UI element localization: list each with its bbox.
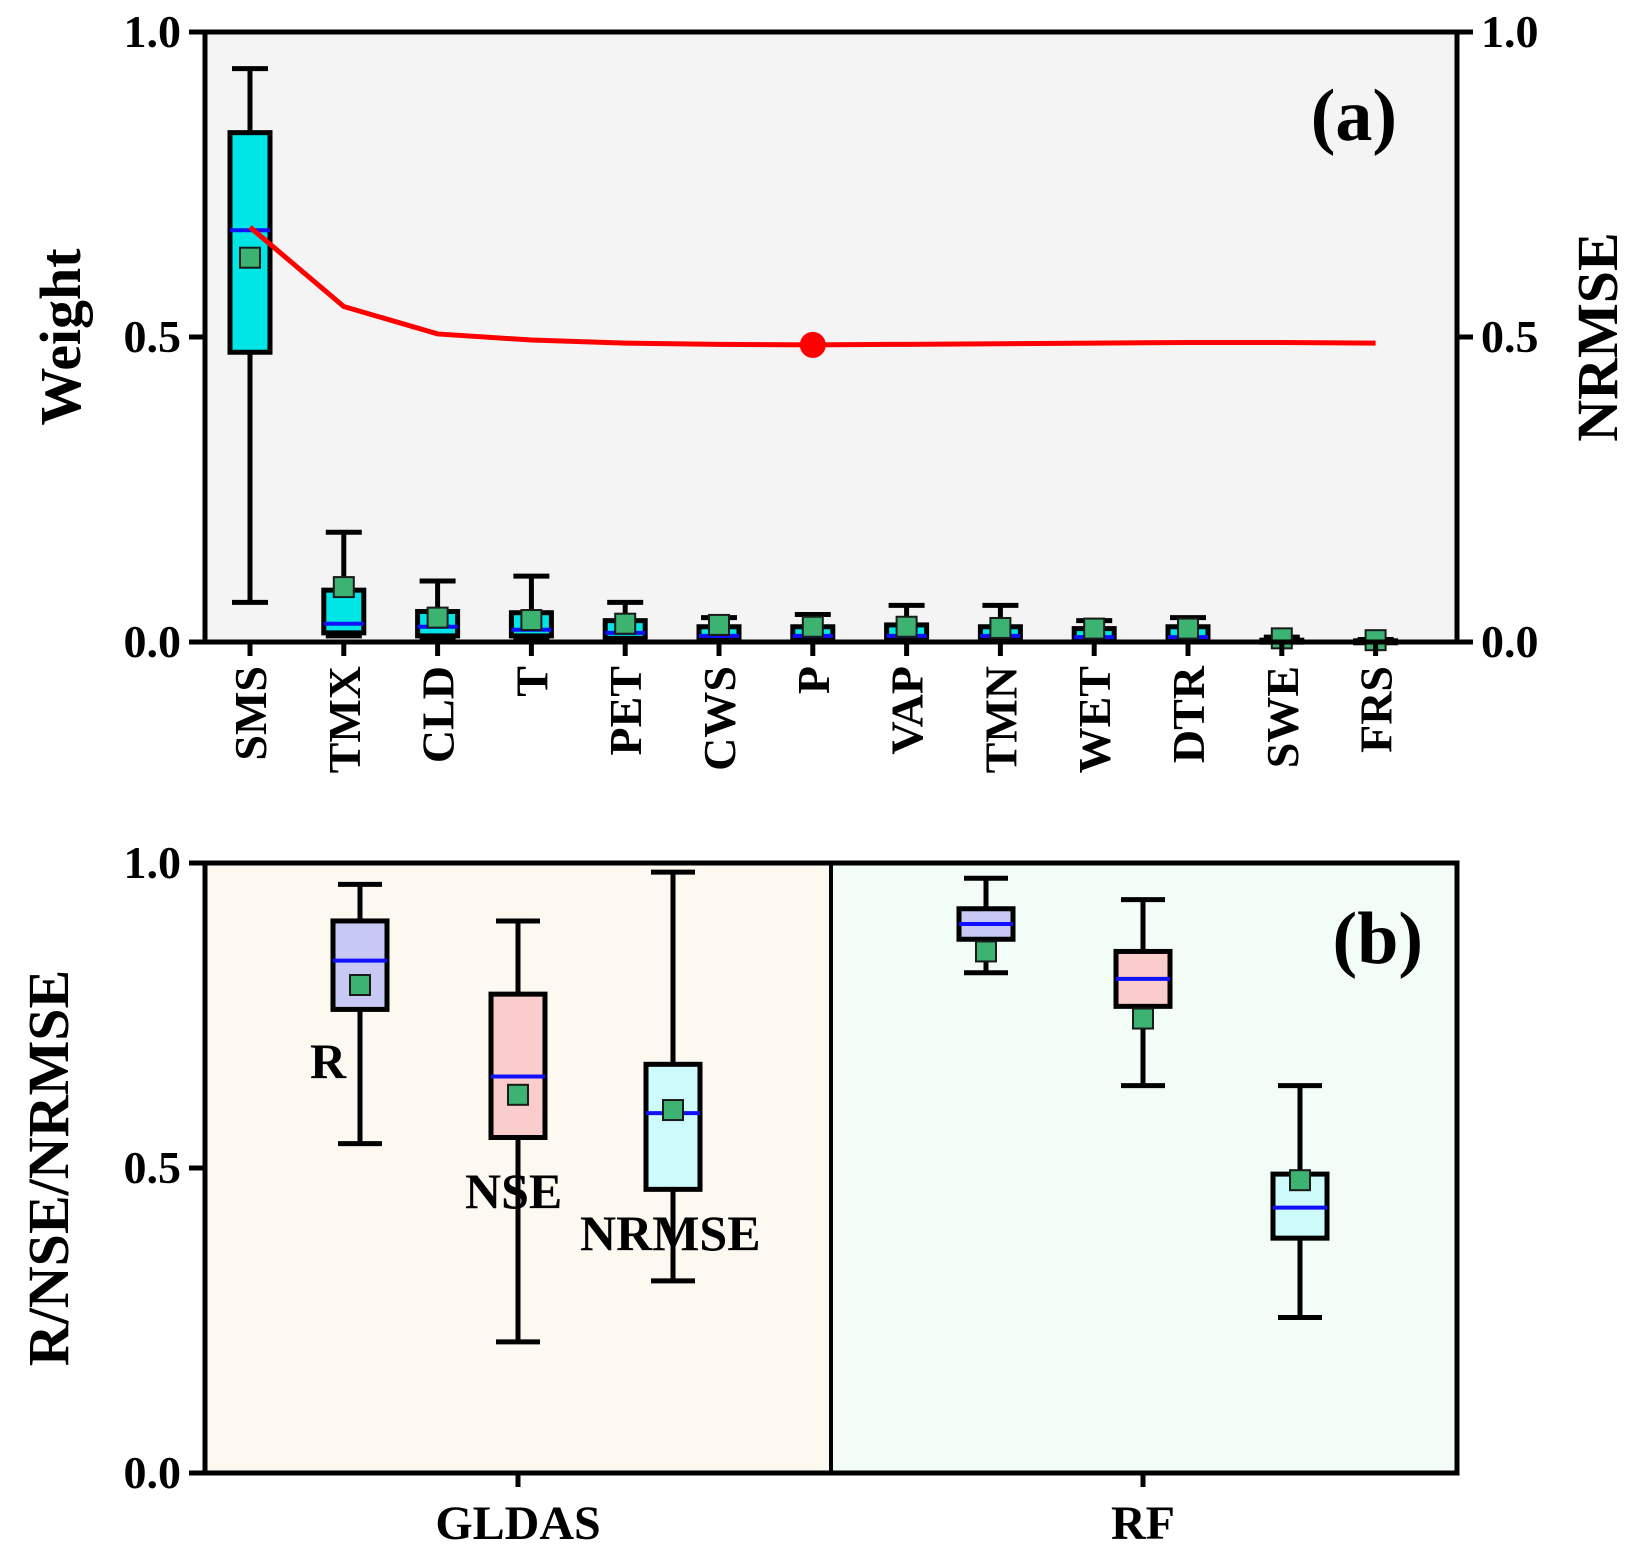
- mean-marker-dtr: [1177, 617, 1199, 640]
- mean-marker-gldas-nrmse: [662, 1099, 684, 1122]
- mean-marker-rf-nrmse: [1289, 1169, 1311, 1192]
- panel-b-label: (b): [1333, 898, 1423, 980]
- group-label-rf: RF: [1111, 1497, 1175, 1550]
- y-axis-label-metrics: R/NSE/NRMSE: [16, 970, 81, 1366]
- xtick-label-p: P: [788, 666, 839, 694]
- series-label-nrmse: NRMSE: [580, 1205, 761, 1261]
- box-gldas-nrmse: [643, 1061, 703, 1192]
- y2tick-label: 1.0: [1481, 6, 1539, 57]
- mean-marker-rf-nse: [1132, 1007, 1154, 1030]
- ytick-label: 1.0: [124, 6, 182, 57]
- y-axis-label-weight: Weight: [28, 248, 93, 426]
- panel-b-boxes: [330, 869, 1330, 1345]
- xtick-label-vap: VAP: [882, 666, 933, 755]
- mean-marker-gldas-nse: [507, 1083, 529, 1106]
- mean-marker-rf-r: [975, 940, 997, 963]
- panel-a: 0.0 0.5 1.0 0.0 0.5 1.0 SMS TMX CLD T PET CWS P VAP…: [28, 6, 1630, 773]
- xtick-label-tmn: TMN: [975, 666, 1026, 773]
- panel-a-right-axis: 0.0 0.5 1.0: [1457, 6, 1539, 667]
- mean-marker-gldas-r: [349, 974, 371, 996]
- series-label-nse: NSE: [465, 1163, 562, 1219]
- mean-marker-p: [801, 615, 824, 638]
- xtick-label-sms: SMS: [225, 666, 276, 761]
- ytick-label: 0.0: [124, 1447, 182, 1498]
- y2tick-label: 0.5: [1481, 311, 1539, 362]
- panel-b-left-axis: 0.0 0.5 1.0: [124, 837, 205, 1498]
- mean-marker-cld: [426, 606, 449, 629]
- xtick-label-cld: CLD: [413, 666, 464, 763]
- mean-marker-pet: [614, 612, 637, 635]
- nrmse-min-point: [799, 331, 826, 358]
- xtick-label-cws: CWS: [694, 666, 745, 771]
- group-label-gldas: GLDAS: [435, 1497, 600, 1550]
- box-sms: [227, 130, 273, 355]
- mean-marker-cws: [708, 613, 730, 636]
- ytick-label: 0.5: [124, 311, 182, 362]
- mean-marker-tmn: [989, 616, 1012, 639]
- ytick-label: 0.5: [124, 1142, 182, 1193]
- xtick-label-dtr: DTR: [1163, 665, 1214, 763]
- panel-b-x-axis: GLDAS RF: [435, 1473, 1175, 1550]
- ytick-label: 0.0: [124, 616, 182, 667]
- mean-marker-tmx: [332, 576, 355, 599]
- mean-marker-vap: [895, 615, 918, 638]
- panel-a-x-axis: SMS TMX CLD T PET CWS P VAP TMN WET DTR SWE FRS: [225, 642, 1402, 773]
- xtick-label-wet: WET: [1069, 666, 1120, 773]
- xtick-label-pet: PET: [600, 666, 651, 755]
- y2tick-label: 0.0: [1481, 616, 1539, 667]
- box-gldas-nse: [488, 991, 548, 1141]
- panel-a-left-axis: 0.0 0.5 1.0: [124, 6, 205, 667]
- xtick-label-swe: SWE: [1257, 666, 1308, 768]
- xtick-label-t: T: [506, 666, 557, 697]
- box-gldas-r: [330, 918, 390, 1012]
- ytick-label: 1.0: [124, 837, 182, 888]
- mean-marker-sms: [239, 246, 261, 269]
- mean-marker-t: [520, 609, 543, 632]
- xtick-label-frs: FRS: [1351, 666, 1402, 753]
- panel-a-background: [205, 32, 1457, 642]
- panel-b: 0.00.51.0 GLDAS RF (b) R/NSE/NRMSE R NSE …: [16, 837, 1460, 1550]
- y2-axis-label-nrmse: NRMSE: [1565, 232, 1630, 441]
- series-label-r: R: [310, 1033, 347, 1089]
- mean-marker-wet: [1083, 617, 1106, 640]
- panel-a-label: (a): [1311, 75, 1397, 157]
- xtick-label-tmx: TMX: [319, 666, 370, 773]
